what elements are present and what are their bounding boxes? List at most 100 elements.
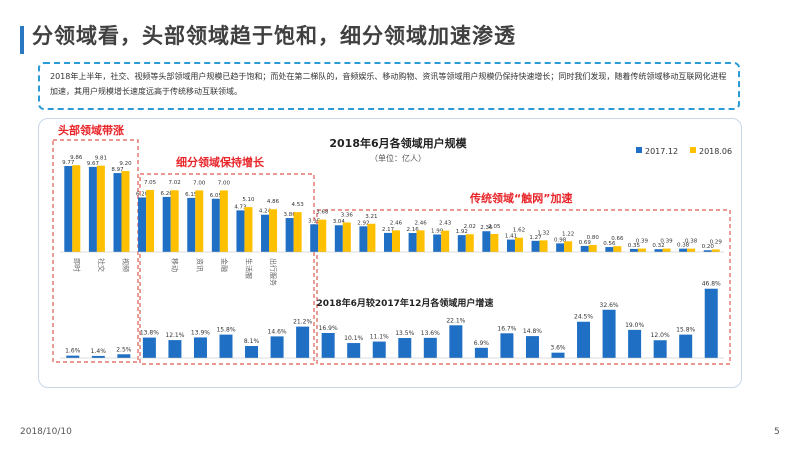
chart-frame (38, 118, 742, 388)
data-label-2018.06-21: 0.80 (587, 235, 600, 241)
bar-2017.12-8 (261, 214, 270, 252)
category-label-4: 移动 (171, 258, 180, 272)
bar-2017.12-5 (187, 197, 196, 252)
data-label-2017.12-11: 3.04 (333, 219, 346, 225)
growth-bar-7 (245, 346, 259, 358)
bar-2018.06-10 (318, 219, 327, 252)
bar-2017.12-22 (605, 247, 614, 252)
growth-label-24: 15.8% (676, 327, 695, 334)
growth-label-14: 13.6% (421, 330, 440, 337)
data-label-2017.12-10: 3.15 (308, 218, 321, 224)
data-label-2017.12-13: 2.17 (382, 227, 395, 233)
chart-subtitle: （单位：亿人） (370, 153, 426, 163)
summary-text: 2018年上半年，社交、视频等头部领域用户规模已趋于饱和；而处在第二梯队的，音频… (50, 72, 727, 96)
group3-box (316, 209, 731, 365)
growth-bar-13 (398, 338, 412, 358)
growth-bar-18 (525, 336, 539, 358)
growth-bar-20 (577, 321, 591, 358)
data-label-2018.06-19: 1.32 (537, 230, 549, 236)
growth-bar-9 (296, 326, 310, 358)
legend-swatch-2018 (690, 147, 696, 153)
growth-label-7: 8.1% (244, 338, 260, 345)
growth-bar-19 (551, 352, 565, 358)
bar-2017.12-1 (88, 166, 97, 252)
bar-2017.12-23 (629, 248, 638, 252)
data-label-2017.12-5: 6.15 (185, 192, 198, 198)
bar-2017.12-25 (679, 248, 688, 252)
bar-2017.12-20 (556, 243, 565, 252)
bar-2018.06-14 (416, 230, 425, 252)
growth-bar-3 (142, 337, 156, 358)
growth-label-15: 22.1% (446, 317, 465, 324)
data-label-2018.06-26: 0.29 (710, 239, 723, 245)
bar-2017.12-19 (531, 240, 540, 252)
growth-label-21: 32.6% (600, 302, 619, 309)
growth-label-25: 46.8% (702, 281, 721, 288)
bar-2017.12-11 (334, 225, 343, 252)
bar-2018.06-23 (637, 248, 646, 252)
data-label-2018.06-20: 1.22 (562, 231, 574, 237)
growth-bar-24 (679, 334, 693, 358)
growth-label-2: 2.5% (116, 346, 132, 353)
data-label-2018.06-25: 0.38 (685, 239, 698, 245)
growth-bar-12 (372, 341, 386, 358)
growth-label-5: 13.9% (191, 329, 210, 336)
growth-label-1: 1.4% (91, 348, 107, 355)
bar-2018.06-6 (219, 190, 228, 252)
bar-2017.12-17 (482, 231, 491, 252)
data-label-2018.06-23: 0.39 (636, 239, 649, 245)
bar-2018.06-24 (662, 248, 671, 252)
data-label-2018.06-22: 0.66 (611, 236, 624, 242)
data-label-2017.12-6: 6.05 (210, 193, 223, 199)
growth-label-0: 1.6% (65, 348, 81, 355)
data-label-2017.12-4: 6.26 (161, 191, 174, 197)
growth-bar-17 (500, 333, 514, 358)
category-label-0: 即时 (72, 258, 81, 272)
growth-label-19: 3.6% (550, 345, 566, 352)
category-label-2: 视频 (121, 258, 130, 272)
data-label-2018.06-8: 4.86 (267, 199, 280, 205)
growth-bar-10 (321, 332, 335, 358)
data-label-2017.12-22: 0.56 (603, 241, 616, 247)
growth-label-3: 13.8% (140, 330, 159, 337)
category-label-5: 资讯 (195, 258, 204, 272)
data-label-2018.06-4: 7.02 (169, 180, 181, 186)
category-label-1: 社交 (97, 258, 106, 272)
data-label-2018.06-1: 9.81 (95, 156, 107, 162)
growth-label-12: 11.1% (370, 334, 389, 341)
data-label-2018.06-10: 3.68 (316, 210, 329, 216)
growth-label-6: 15.8% (216, 327, 235, 334)
data-label-2018.06-13: 2.46 (390, 220, 403, 226)
data-label-2018.06-16: 2.02 (464, 224, 476, 230)
bar-2018.06-26 (711, 249, 720, 252)
bar-2017.12-18 (506, 239, 515, 252)
bar-2018.06-18 (514, 237, 523, 252)
data-label-2017.12-1: 9.67 (87, 161, 100, 167)
bar-2017.12-6 (211, 198, 220, 252)
bar-2017.12-7 (236, 210, 245, 252)
growth-bars: 1.6% 1.4% 2.5% 13.8% 12.1% 13.9% 15.8% 8.1% 14.6… (60, 281, 724, 359)
page-title: 分领域看，头部领域趋于饱和，细分领域加速渗透 (32, 24, 516, 48)
growth-chart-title: 2018年6月较2017年12月各领域用户增速 (317, 297, 494, 309)
bar-2018.06-1 (96, 165, 105, 252)
bar-2017.12-26 (703, 250, 712, 252)
page-number: 5 (774, 427, 780, 437)
bar-2017.12-10 (310, 224, 319, 252)
growth-label-17: 16.7% (497, 325, 516, 332)
bar-2018.06-16 (465, 234, 474, 252)
growth-bar-15 (449, 325, 463, 358)
group2-label: 细分领域保持增长 (176, 155, 265, 169)
growth-bar-14 (423, 337, 437, 358)
bar-2018.06-2 (121, 171, 130, 252)
group3-label: 传统领域“触网”加速 (469, 191, 572, 205)
footer-date: 2018/10/10 (20, 427, 72, 437)
bar-2018.06-3 (146, 189, 155, 252)
data-label-2018.06-5: 7.00 (193, 180, 206, 186)
growth-label-16: 6.9% (474, 340, 490, 347)
growth-bar-0 (66, 355, 80, 358)
bar-2018.06-22 (613, 246, 622, 252)
growth-bar-11 (347, 343, 361, 358)
data-label-2017.12-14: 2.16 (406, 227, 419, 233)
bar-2018.06-4 (170, 190, 179, 252)
